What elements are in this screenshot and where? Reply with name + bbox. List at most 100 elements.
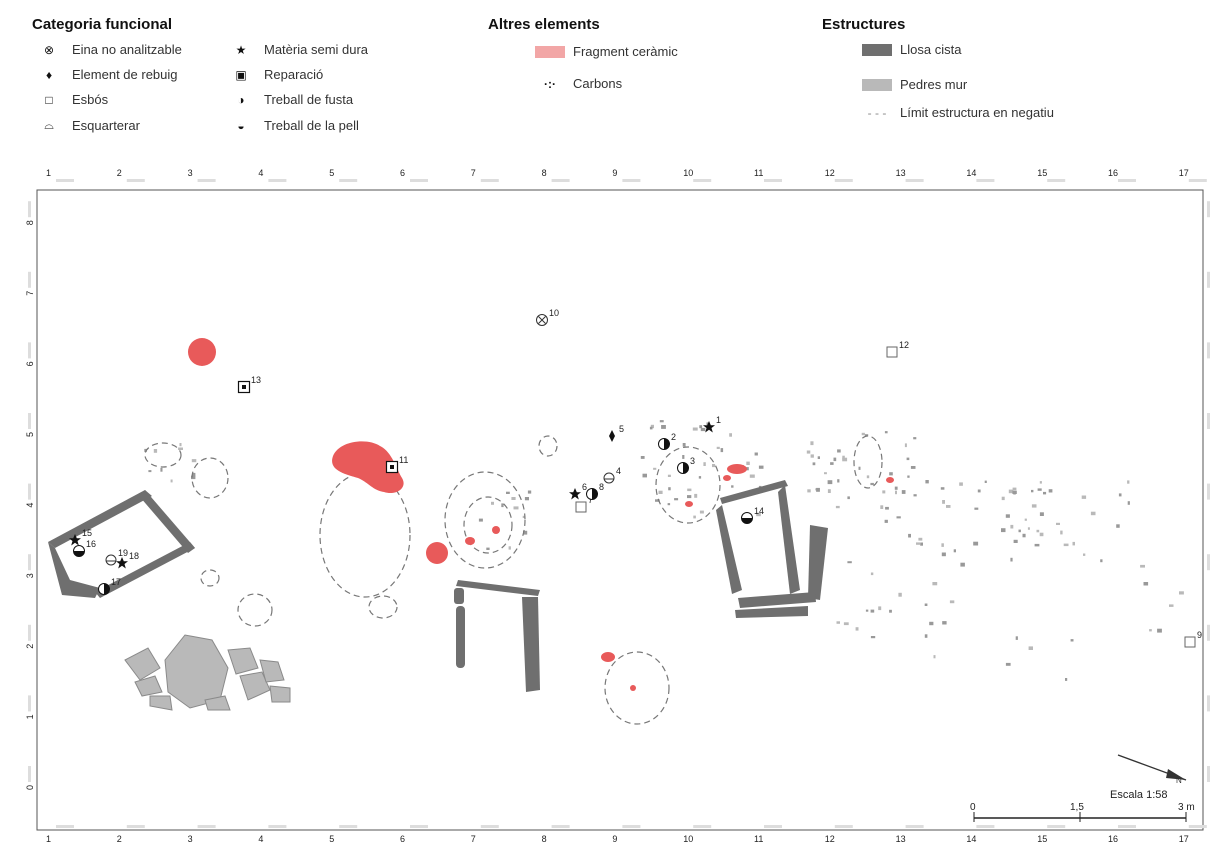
scale-label: Escala 1:58 [1110,789,1167,801]
find-9: 9 [1184,630,1202,648]
negative-structure [655,446,721,524]
y-tick-label: 2 [25,644,35,649]
scatter-stone [1056,522,1060,525]
y-tick-bar [1207,413,1210,429]
ceramic-fragment [630,685,636,691]
scatter-stone [1001,496,1005,501]
find-7: 7 [575,495,593,513]
x-tick-bar [976,825,995,828]
scatter-stone [524,497,529,501]
square-outline-icon [886,346,898,358]
ceramic-swatch-icon [535,45,565,58]
scatter-stone [895,490,897,495]
negative-structure [237,593,273,627]
y-tick-label: 6 [25,361,35,366]
y-tick-bar [1207,201,1210,218]
scatter-stone [1024,518,1027,521]
x-tick-label: 9 [612,834,617,844]
scatter-stone [941,552,946,557]
x-tick-bar [56,179,74,182]
x-tick-label: 14 [966,834,976,844]
x-tick-label: 5 [329,834,334,844]
x-tick-label: 7 [471,834,476,844]
find-8: 8 [586,482,604,500]
scatter-stone [478,518,483,522]
scatter-stone [910,466,916,469]
scatter-stone [720,448,724,453]
scatter-stone [692,427,698,431]
scale-bar: Escala 1:58 0 1,5 3 m [970,789,1195,822]
scatter-stone [1048,489,1053,493]
scatter-stone [933,655,936,659]
x-tick-label: 6 [400,834,405,844]
find-label: 17 [111,577,121,587]
scatter-stone [806,450,811,454]
x-tick-bar [905,179,924,182]
scatter-stone [191,475,196,480]
scatter-stone [1005,662,1011,666]
map-border [36,189,1204,831]
y-tick-label: 8 [25,220,35,225]
scatter-stone [1036,529,1040,533]
scatter-stone [824,472,827,475]
find-label: 1 [716,415,721,425]
x-tick-label: 3 [188,168,193,178]
boxed-square-icon: ▣ [235,67,247,82]
x-tick-label: 17 [1179,168,1189,178]
x-tick-bar [834,179,853,182]
scatter-stone [1149,629,1152,632]
y-tick-bar [1207,554,1210,571]
y-tick-bar [28,201,31,218]
legend-label: Treball de la pell [264,118,359,133]
x-tick-label: 17 [1179,834,1189,844]
scatter-stone [1018,529,1021,533]
legend-item-reparacio: ▣ Reparació [232,67,323,82]
north-arrow: N [1117,754,1187,785]
scatter-stone [716,446,720,449]
y-tick-label: 1 [25,714,35,719]
cist-slab [140,490,195,553]
y-tick-bar [1207,624,1210,641]
scatter-stone [894,486,898,490]
legend-functional-title: Categoria funcional [32,16,173,33]
north-arrow-head-icon [1166,769,1186,780]
x-tick-label: 3 [188,834,193,844]
legend-item-pell: ◒ Treball de la pell [232,118,359,133]
legend-label: Matèria semi dura [264,42,369,57]
legend-label: Esbós [72,92,109,107]
scatter-stone [179,443,182,447]
scatter-stone [511,497,516,500]
scatter-stone [1179,591,1184,595]
star-icon [569,488,581,500]
scale-tick-label: 3 m [1178,802,1195,813]
wall-stone [149,695,173,711]
scatter-stone [655,499,660,502]
legend-label: Fragment ceràmic [573,44,678,59]
scatter-stone [749,474,755,478]
find-12: 12 [886,340,909,358]
x-tick-label: 1 [46,834,51,844]
scatter-stone [807,489,811,493]
scatter-stone [932,582,938,586]
x-tick-label: 4 [258,168,263,178]
scatter-stone [1031,504,1037,508]
half-fill [664,438,670,450]
cist-slab [456,580,540,596]
negative-structure [463,496,513,554]
scatter-stone [712,464,716,468]
scatter-stone [667,503,671,506]
legend-label: Reparació [264,67,324,82]
ceramic-fragment [886,477,894,483]
legend-label: Llosa cista [900,42,962,57]
square-outline-icon [1184,636,1196,648]
scatter-stone [650,424,654,429]
legend-item-eina: ⊗ Eina no analitzable [40,42,182,57]
y-tick-bar [28,271,31,288]
scatter-stone [870,609,875,613]
legend-structures-title: Estructures [822,16,906,33]
half-fill [683,462,689,474]
half-circle-icon: ⌓ [44,118,54,132]
x-tick-bar [1047,179,1066,182]
scatter-stone [1039,532,1044,537]
